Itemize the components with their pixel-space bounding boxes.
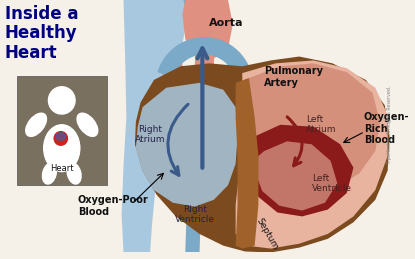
Ellipse shape <box>77 113 98 136</box>
Text: Right
Ventricle: Right Ventricle <box>175 205 215 224</box>
Polygon shape <box>255 141 337 211</box>
Text: Heart: Heart <box>50 164 73 173</box>
Ellipse shape <box>26 113 46 136</box>
Polygon shape <box>242 63 380 193</box>
Polygon shape <box>236 60 388 249</box>
Text: Septum: Septum <box>255 217 280 251</box>
Polygon shape <box>157 37 253 83</box>
Ellipse shape <box>56 133 66 140</box>
Polygon shape <box>135 56 390 253</box>
Polygon shape <box>122 0 185 253</box>
Text: Pulmonary
Artery: Pulmonary Artery <box>264 66 323 88</box>
Polygon shape <box>183 0 233 59</box>
Text: Left
Atrium: Left Atrium <box>306 115 337 134</box>
Polygon shape <box>195 0 214 66</box>
Polygon shape <box>236 78 259 249</box>
FancyBboxPatch shape <box>17 76 107 185</box>
Ellipse shape <box>44 125 80 171</box>
Circle shape <box>49 87 75 114</box>
Polygon shape <box>249 125 354 217</box>
Polygon shape <box>183 0 214 253</box>
Text: Right
Atrium: Right Atrium <box>135 125 165 144</box>
Ellipse shape <box>42 163 56 184</box>
Polygon shape <box>161 63 275 122</box>
Text: Oxygen-Poor
Blood: Oxygen-Poor Blood <box>78 195 149 217</box>
Text: ©psHealth. All Rights Reserved.: ©psHealth. All Rights Reserved. <box>387 85 393 164</box>
Text: Aorta: Aorta <box>209 18 243 27</box>
Text: Inside a
Healthy
Heart: Inside a Healthy Heart <box>5 5 78 62</box>
Text: Oxygen-
Rich
Blood: Oxygen- Rich Blood <box>364 112 409 145</box>
Polygon shape <box>136 83 237 207</box>
Ellipse shape <box>67 163 81 184</box>
Circle shape <box>54 132 68 145</box>
Text: Left
Ventricle: Left Ventricle <box>312 174 352 193</box>
Polygon shape <box>236 63 361 97</box>
